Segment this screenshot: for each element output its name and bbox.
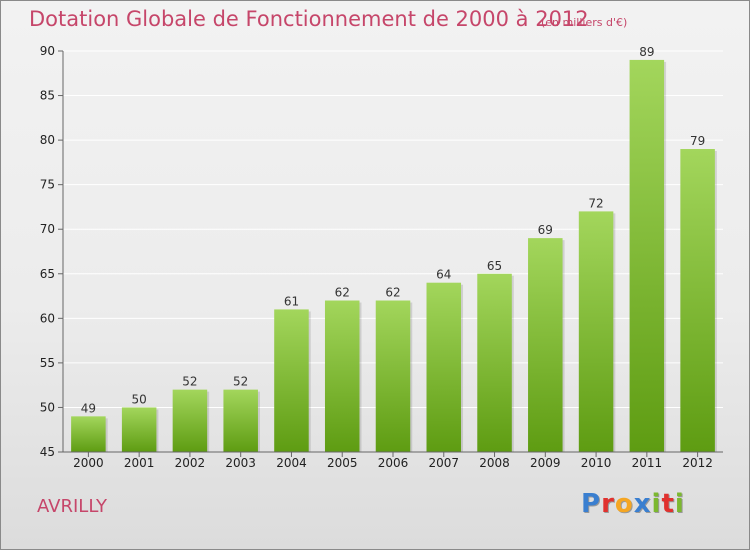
x-tick-label: 2011 [632, 456, 663, 470]
bar [375, 300, 411, 452]
y-tick-label: 70 [40, 222, 55, 236]
bar [324, 300, 360, 452]
data-label: 52 [182, 375, 197, 389]
y-tick-label: 55 [40, 356, 55, 370]
data-label: 72 [588, 196, 603, 210]
x-tick-label: 2008 [479, 456, 510, 470]
bar [426, 282, 462, 452]
y-tick-label: 75 [40, 178, 55, 192]
y-tick-label: 60 [40, 311, 55, 325]
logo-letter: P [581, 489, 602, 519]
bar [528, 238, 563, 452]
logo-letter: r [601, 489, 615, 519]
commune-name: AVRILLY [37, 496, 107, 517]
data-label: 62 [335, 286, 350, 300]
chart-unit-note: (en milliers d'€) [541, 16, 628, 29]
bar [121, 407, 157, 452]
bar [578, 211, 614, 452]
bar [223, 389, 258, 452]
logo-letter: x [633, 489, 652, 519]
y-tick-label: 50 [40, 400, 55, 414]
y-tick-label: 65 [40, 267, 55, 281]
y-tick-label: 85 [40, 89, 55, 103]
logo-letter: i [651, 489, 662, 519]
data-label: 89 [639, 45, 654, 59]
chart-title: Dotation Globale de Fonctionnement de 20… [29, 7, 589, 31]
x-tick-label: 2002 [175, 456, 206, 470]
bar [71, 416, 106, 452]
bar [477, 273, 512, 452]
bars: 49 50 52 52 61 62 62 64 65 69 72 89 79 [71, 45, 717, 453]
x-tick-label: 2005 [327, 456, 358, 470]
x-tick-label: 2007 [428, 456, 459, 470]
data-label: 69 [538, 223, 553, 237]
x-tick-label: 2000 [73, 456, 104, 470]
x-tick-label: 2004 [276, 456, 307, 470]
data-label: 50 [132, 392, 147, 406]
axes: 45 50 55 60 65 70 75 80 85 90 2000 2001 2002 2003 2004… [40, 44, 723, 470]
y-tick-label: 90 [40, 44, 55, 58]
y-tick-label: 80 [40, 133, 55, 147]
data-label: 62 [385, 286, 400, 300]
data-label: 61 [284, 294, 299, 308]
data-label: 52 [233, 375, 248, 389]
x-tick-label: 2012 [682, 456, 713, 470]
data-label: 64 [436, 268, 451, 282]
logo-letter: i [674, 489, 685, 519]
data-label: 79 [690, 134, 705, 148]
x-tick-label: 2001 [124, 456, 155, 470]
bar [680, 149, 715, 452]
data-label: 65 [487, 259, 502, 273]
data-label: 49 [81, 401, 96, 415]
x-tick-label: 2003 [225, 456, 256, 470]
x-tick-label: 2009 [530, 456, 561, 470]
proxiti-logo: Proxiti [581, 489, 685, 519]
bar [629, 59, 665, 453]
logo-letter: t [661, 489, 675, 519]
bar [172, 389, 208, 452]
y-tick-label: 45 [40, 445, 55, 459]
bar [274, 309, 309, 452]
x-tick-label: 2006 [378, 456, 409, 470]
x-tick-label: 2010 [581, 456, 612, 470]
logo-letter: o [614, 489, 634, 519]
